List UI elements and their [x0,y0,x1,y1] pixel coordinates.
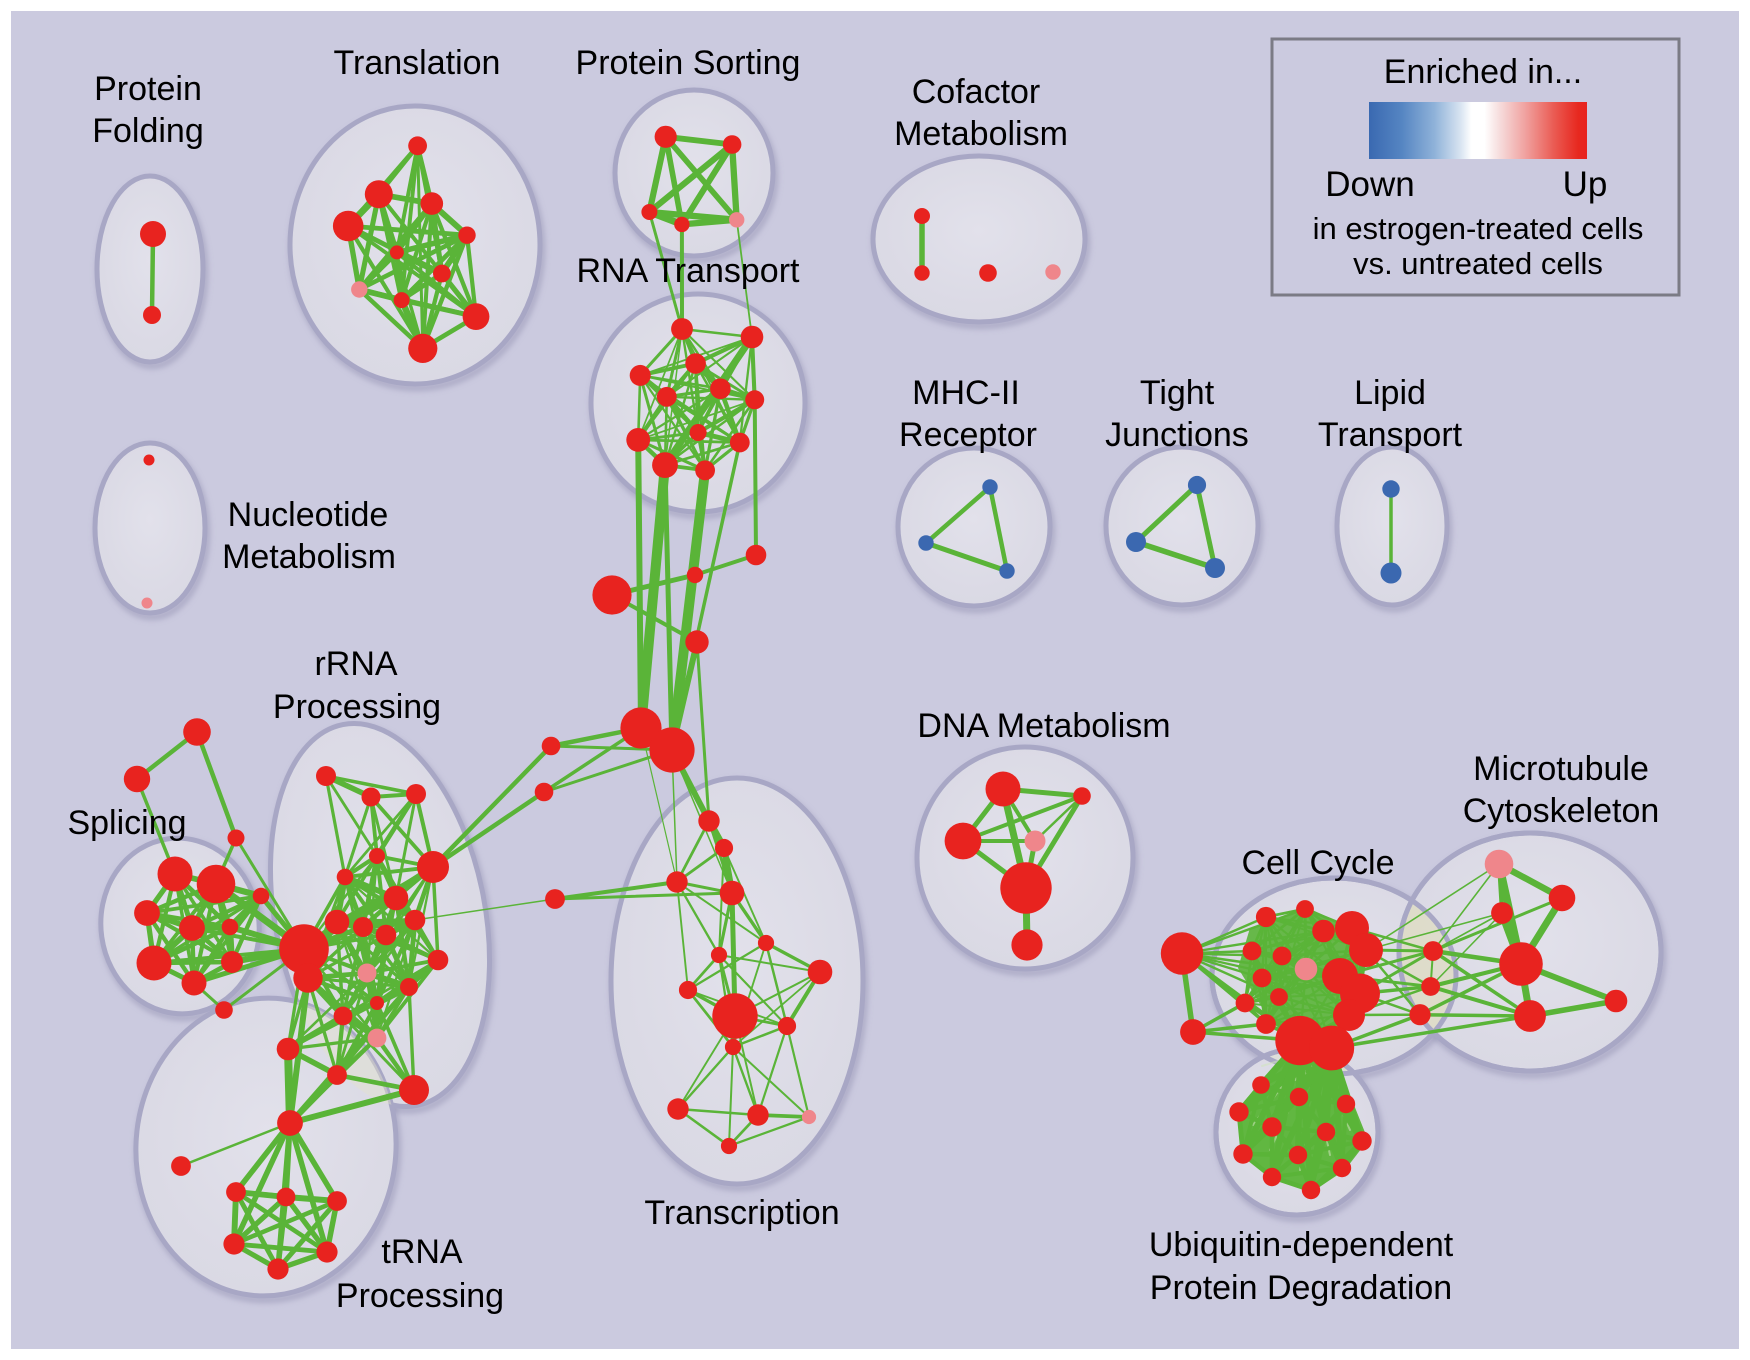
svg-text:Translation: Translation [334,44,501,82]
svg-text:Folding: Folding [92,112,204,150]
svg-text:Processing: Processing [336,1277,504,1315]
svg-text:Protein Sorting: Protein Sorting [576,44,801,82]
svg-text:tRNA: tRNA [381,1233,463,1271]
svg-text:Down: Down [1325,165,1414,204]
svg-text:Metabolism: Metabolism [894,115,1068,153]
svg-text:Protein: Protein [94,70,202,108]
svg-text:Transport: Transport [1318,416,1463,454]
svg-text:Cofactor: Cofactor [912,73,1041,111]
svg-text:Splicing: Splicing [67,804,186,842]
svg-text:vs. untreated cells: vs. untreated cells [1353,246,1603,281]
svg-text:Protein Degradation: Protein Degradation [1150,1269,1452,1307]
svg-text:Cell Cycle: Cell Cycle [1241,844,1394,882]
svg-text:rRNA: rRNA [314,645,397,683]
svg-text:Enriched in...: Enriched in... [1384,53,1582,91]
svg-text:Metabolism: Metabolism [222,538,396,576]
svg-text:Nucleotide: Nucleotide [228,496,389,534]
svg-text:Receptor: Receptor [899,416,1037,454]
svg-text:Junctions: Junctions [1105,416,1249,454]
svg-text:MHC-II: MHC-II [912,374,1020,412]
svg-text:in estrogen-treated cells: in estrogen-treated cells [1313,211,1644,246]
svg-text:Processing: Processing [273,688,441,726]
svg-text:Tight: Tight [1140,374,1215,412]
svg-text:DNA Metabolism: DNA Metabolism [917,707,1170,745]
svg-text:Cytoskeleton: Cytoskeleton [1463,792,1660,830]
svg-text:RNA Transport: RNA Transport [577,252,801,290]
svg-text:Transcription: Transcription [644,1194,839,1232]
svg-text:Up: Up [1563,165,1608,204]
svg-text:Microtubule: Microtubule [1473,750,1649,788]
svg-text:Ubiquitin-dependent: Ubiquitin-dependent [1149,1226,1454,1264]
svg-text:Lipid: Lipid [1354,374,1426,412]
